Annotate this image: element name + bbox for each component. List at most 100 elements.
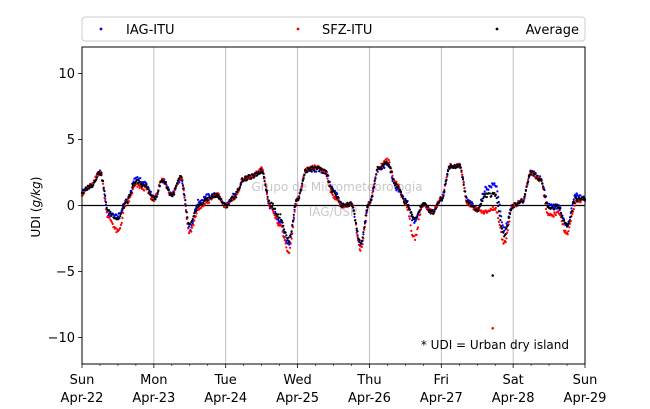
sfz-itu-point xyxy=(571,212,574,215)
average-point xyxy=(389,167,392,170)
outlier-point xyxy=(491,327,495,330)
average-point xyxy=(569,215,572,218)
average-point xyxy=(182,187,185,190)
average-point xyxy=(375,168,378,171)
average-point xyxy=(352,209,355,212)
average-point xyxy=(417,210,420,214)
sfz-itu-point xyxy=(143,189,146,192)
average-point xyxy=(136,179,139,182)
sfz-itu-point xyxy=(498,223,501,226)
average-point xyxy=(420,206,423,209)
average-point xyxy=(298,197,301,200)
average-point xyxy=(542,188,545,191)
average-point xyxy=(336,195,340,199)
average-point xyxy=(346,201,349,205)
iag-itu-point xyxy=(498,203,501,206)
average-point xyxy=(431,209,434,212)
sfz-itu-point xyxy=(475,206,478,209)
y-axis-label: UDI (g/kg) xyxy=(29,177,43,238)
iag-itu-point xyxy=(390,176,393,179)
sfz-itu-point xyxy=(545,207,548,211)
sfz-itu-point xyxy=(413,235,416,238)
average-point xyxy=(251,173,254,176)
average-point xyxy=(446,169,450,173)
sfz-itu-point xyxy=(494,208,497,211)
average-point xyxy=(363,220,366,223)
sfz-itu-point xyxy=(553,211,556,214)
average-point xyxy=(308,167,311,170)
average-point xyxy=(566,224,569,227)
sfz-itu-point xyxy=(283,236,286,239)
legend-marker xyxy=(99,27,103,31)
sfz-itu-point xyxy=(281,230,284,233)
average-point xyxy=(148,189,151,192)
average-point xyxy=(280,219,283,222)
average-point xyxy=(504,233,507,236)
sfz-itu-point xyxy=(193,219,196,222)
average-point xyxy=(556,203,559,206)
iag-itu-point xyxy=(572,198,575,201)
average-point xyxy=(464,190,467,193)
average-point xyxy=(133,184,136,187)
average-point xyxy=(155,195,158,198)
average-point xyxy=(284,231,287,234)
sfz-itu-point xyxy=(190,230,193,233)
average-point xyxy=(354,221,358,225)
average-point xyxy=(497,210,500,213)
iag-itu-point xyxy=(500,221,503,224)
iag-itu-point xyxy=(121,209,124,212)
sfz-itu-point xyxy=(265,185,268,188)
average-point xyxy=(432,212,435,215)
sfz-itu-point xyxy=(355,231,358,234)
iag-itu-point xyxy=(315,170,318,173)
x-tick-date: Apr-29 xyxy=(564,391,607,406)
iag-itu-point xyxy=(575,192,578,195)
sfz-itu-point xyxy=(357,243,360,246)
average-point xyxy=(500,225,503,228)
average-point xyxy=(248,174,251,177)
average-point xyxy=(321,171,325,175)
iag-itu-point xyxy=(115,213,118,216)
average-point xyxy=(119,215,122,218)
sfz-itu-point xyxy=(506,229,509,232)
iag-itu-point xyxy=(414,219,417,222)
average-point xyxy=(290,230,293,233)
udi-annotation: * UDI = Urban dry island xyxy=(421,338,569,352)
legend-label: Average xyxy=(526,23,579,38)
average-point xyxy=(568,220,571,223)
sfz-itu-point xyxy=(194,215,197,218)
sfz-itu-point xyxy=(363,228,366,231)
average-point xyxy=(544,195,547,198)
sfz-itu-point xyxy=(359,249,362,252)
average-point xyxy=(433,210,436,213)
average-point xyxy=(276,215,279,218)
average-point xyxy=(502,231,505,234)
average-point xyxy=(185,211,188,214)
average-point xyxy=(490,195,493,198)
average-point xyxy=(360,242,363,245)
average-point xyxy=(282,224,285,227)
sfz-itu-point xyxy=(120,221,123,224)
sfz-itu-point xyxy=(260,166,263,169)
average-point xyxy=(416,215,419,219)
average-point xyxy=(234,193,237,196)
iag-itu-point xyxy=(446,174,449,177)
average-point xyxy=(523,195,526,198)
iag-itu-point xyxy=(196,198,200,201)
average-point xyxy=(255,171,258,174)
average-point xyxy=(520,198,523,201)
sfz-itu-point xyxy=(463,186,466,190)
average-point xyxy=(375,173,378,176)
sfz-itu-point xyxy=(563,231,566,234)
y-axis-label-suffix: ) xyxy=(29,177,43,182)
average-point xyxy=(514,202,517,205)
average-point xyxy=(217,193,220,197)
x-tick-date: Apr-28 xyxy=(492,391,535,406)
average-point xyxy=(89,184,93,187)
average-point xyxy=(286,239,289,242)
sfz-itu-point xyxy=(360,245,363,249)
average-point xyxy=(241,177,244,180)
average-point xyxy=(297,199,300,202)
average-point xyxy=(176,179,179,182)
average-point xyxy=(202,199,206,203)
